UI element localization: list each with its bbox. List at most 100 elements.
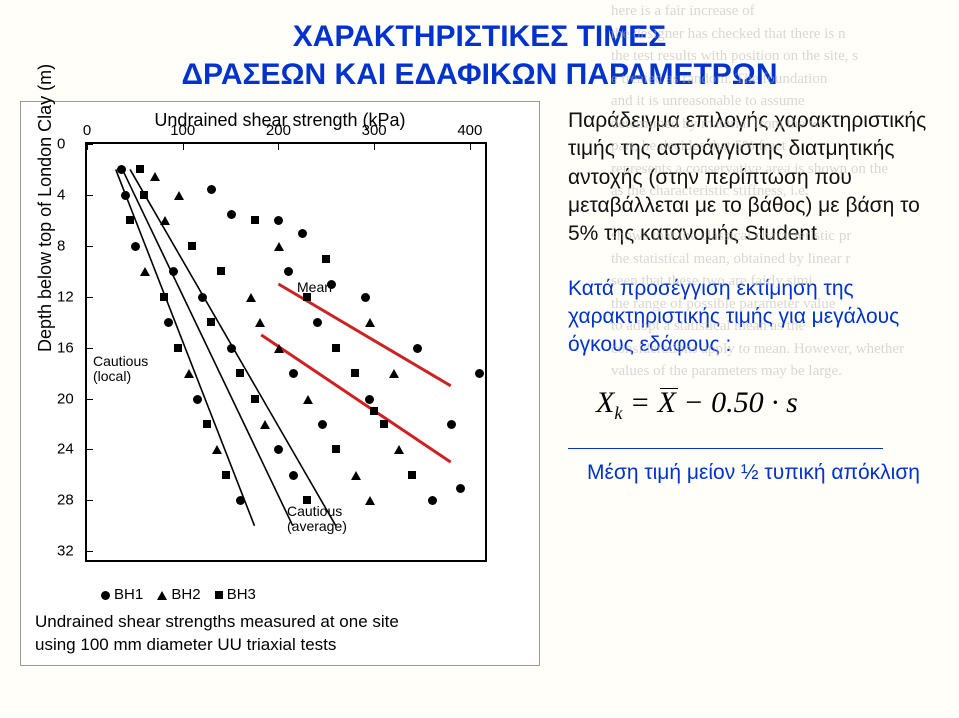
legend-bh2: BH2 (171, 586, 200, 603)
caption-line-1: Undrained shear strengths measured at on… (35, 612, 399, 631)
data-point (361, 293, 370, 302)
formula-Xbar: X (658, 386, 676, 420)
legend-bh3: BH3 (227, 586, 256, 603)
data-point (274, 242, 284, 251)
y-tick: 8 (57, 237, 65, 254)
data-point (365, 318, 375, 327)
divider (568, 448, 883, 449)
legend-bh1: BH1 (114, 586, 143, 603)
legend-marker-square (215, 591, 223, 599)
chart-y-label: Depth below top of London Clay (m) (35, 64, 56, 352)
caption-line-2: using 100 mm diameter UU triaxial tests (35, 635, 336, 654)
data-point (327, 280, 336, 289)
data-point (332, 344, 340, 352)
formula-s: s (786, 386, 798, 419)
data-point (136, 165, 144, 173)
data-point (188, 242, 196, 250)
chart-caption: Undrained shear strengths measured at on… (35, 611, 399, 657)
title-line-2: ΔΡΑΣΕΩΝ ΚΑΙ ΕΔΑΦΙΚΩΝ ΠΑΡΑΜΕΤΡΩΝ (0, 56, 959, 94)
data-point (140, 267, 150, 276)
data-point (117, 165, 126, 174)
data-point (413, 344, 422, 353)
legend-marker-triangle (157, 591, 167, 600)
data-point (212, 445, 222, 454)
title-line-1: ΧΑΡΑΚΤΗΡΙΣΤΙΚΕΣ ΤΙΜΕΣ (0, 18, 959, 56)
content-row: Undrained shear strength (kPa) Depth bel… (0, 93, 959, 666)
y-tick: 4 (57, 186, 65, 203)
y-tick: 16 (57, 339, 74, 356)
data-point (456, 484, 465, 493)
data-point (447, 420, 456, 429)
data-point (227, 344, 236, 353)
data-point (332, 445, 340, 453)
data-point (260, 420, 270, 429)
data-point (184, 369, 194, 378)
data-point (207, 185, 216, 194)
chart-panel: Undrained shear strength (kPa) Depth bel… (20, 101, 550, 666)
data-point (198, 293, 207, 302)
data-point (131, 242, 140, 251)
formula: Xk = X − 0.50 · s (596, 386, 939, 424)
data-point (150, 172, 160, 181)
data-point (140, 191, 148, 199)
formula-k-sub: k (614, 403, 622, 423)
data-point (160, 293, 168, 301)
data-point (428, 496, 437, 505)
data-point (303, 496, 311, 504)
data-point (322, 255, 330, 263)
data-point (207, 318, 215, 326)
data-point (370, 407, 378, 415)
data-point (289, 369, 298, 378)
data-point (251, 395, 259, 403)
chart-frame: Undrained shear strength (kPa) Depth bel… (20, 101, 540, 666)
data-point (318, 420, 327, 429)
data-point (274, 344, 284, 353)
data-point (246, 293, 256, 302)
paragraph-1: Παράδειγμα επιλογής χαρακτηριστικής τιμή… (568, 107, 939, 249)
data-point (394, 445, 404, 454)
y-tick: 32 (57, 543, 74, 560)
data-point (222, 471, 230, 479)
legend-marker-circle (101, 591, 110, 600)
y-tick: 12 (57, 288, 74, 305)
paragraph-2: Κατά προσέγγιση εκτίμηση της χαρακτηριστ… (568, 275, 939, 360)
data-point (389, 369, 399, 378)
data-point (203, 420, 211, 428)
data-point (255, 318, 265, 327)
data-point (365, 496, 375, 505)
data-point (174, 191, 184, 200)
data-point (351, 471, 361, 480)
x-tick: 0 (83, 122, 91, 139)
x-tick: 200 (266, 122, 291, 139)
data-point (313, 318, 322, 327)
y-tick: 20 (57, 390, 74, 407)
formula-minus: − 0.50 · (683, 386, 786, 419)
data-point (217, 267, 225, 275)
footer-text: Μέση τιμή μείον ½ τυπική απόκλιση (568, 459, 939, 486)
chart-legend: BH1 BH2 BH3 (91, 586, 256, 603)
y-tick: 28 (57, 492, 74, 509)
data-point (126, 216, 134, 224)
data-point (380, 420, 388, 428)
x-tick: 300 (362, 122, 387, 139)
data-point (351, 369, 359, 377)
data-point (303, 293, 311, 301)
data-point (289, 471, 298, 480)
data-point (174, 344, 182, 352)
y-tick: 24 (57, 441, 74, 458)
data-point (236, 369, 244, 377)
data-point (408, 471, 416, 479)
formula-Xk: X (596, 386, 614, 419)
x-tick: 400 (457, 122, 482, 139)
x-tick: 100 (170, 122, 195, 139)
data-point (160, 216, 170, 225)
data-point (303, 395, 313, 404)
right-column: here is a fair increase of the designer … (550, 101, 939, 666)
chart-plot-area: Mean Cautious(local) Cautious(average) 0… (85, 142, 487, 562)
formula-eq: = (630, 386, 658, 419)
data-point (227, 210, 236, 219)
slide-title: ΧΑΡΑΚΤΗΡΙΣΤΙΚΕΣ ΤΙΜΕΣ ΔΡΑΣΕΩΝ ΚΑΙ ΕΔΑΦΙΚ… (0, 0, 959, 93)
y-tick: 0 (57, 136, 65, 153)
data-point (365, 395, 374, 404)
data-point (251, 216, 259, 224)
